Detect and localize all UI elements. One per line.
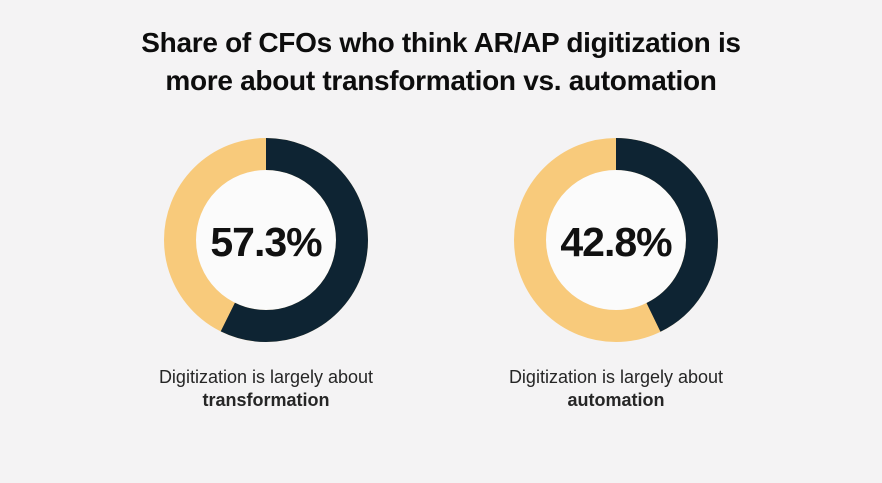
charts-row: 57.3% Digitization is largely about tran…	[0, 138, 882, 412]
page-title-line2: more about transformation vs. automation	[165, 65, 717, 96]
donut-figure-automation: 42.8% Digitization is largely about auto…	[441, 138, 791, 412]
donut-center-value: 57.3%	[210, 218, 322, 265]
donut-svg-automation	[514, 138, 718, 342]
donut-caption-transformation: Digitization is largely about transforma…	[159, 366, 373, 412]
donut-figure-transformation: 57.3% Digitization is largely about tran…	[91, 138, 441, 412]
page-title-line1: Share of CFOs who think AR/AP digitizati…	[141, 27, 741, 58]
caption-line1: Digitization is largely about	[158, 367, 374, 387]
source-attribution: Source: Versapay & PYMNTS, "The Strategi…	[15, 481, 456, 483]
donut-center-value: 42.8%	[560, 218, 672, 265]
donut-segment-share	[164, 138, 368, 342]
donut-caption-automation: Digitization is largely about automation	[509, 366, 723, 412]
donut-hole	[196, 170, 336, 310]
caption-line2: automation	[567, 390, 665, 410]
page-title: Share of CFOs who think AR/AP digitizati…	[0, 24, 882, 100]
donut-segment-share	[514, 138, 718, 342]
caption-line1: Digitization is largely about	[508, 367, 724, 387]
caption-line2: transformation	[202, 390, 330, 410]
donut-hole	[546, 170, 686, 310]
donut-chart-transformation: 57.3%	[164, 138, 368, 342]
donut-chart-automation: 42.8%	[514, 138, 718, 342]
donut-svg-transformation	[164, 138, 368, 342]
